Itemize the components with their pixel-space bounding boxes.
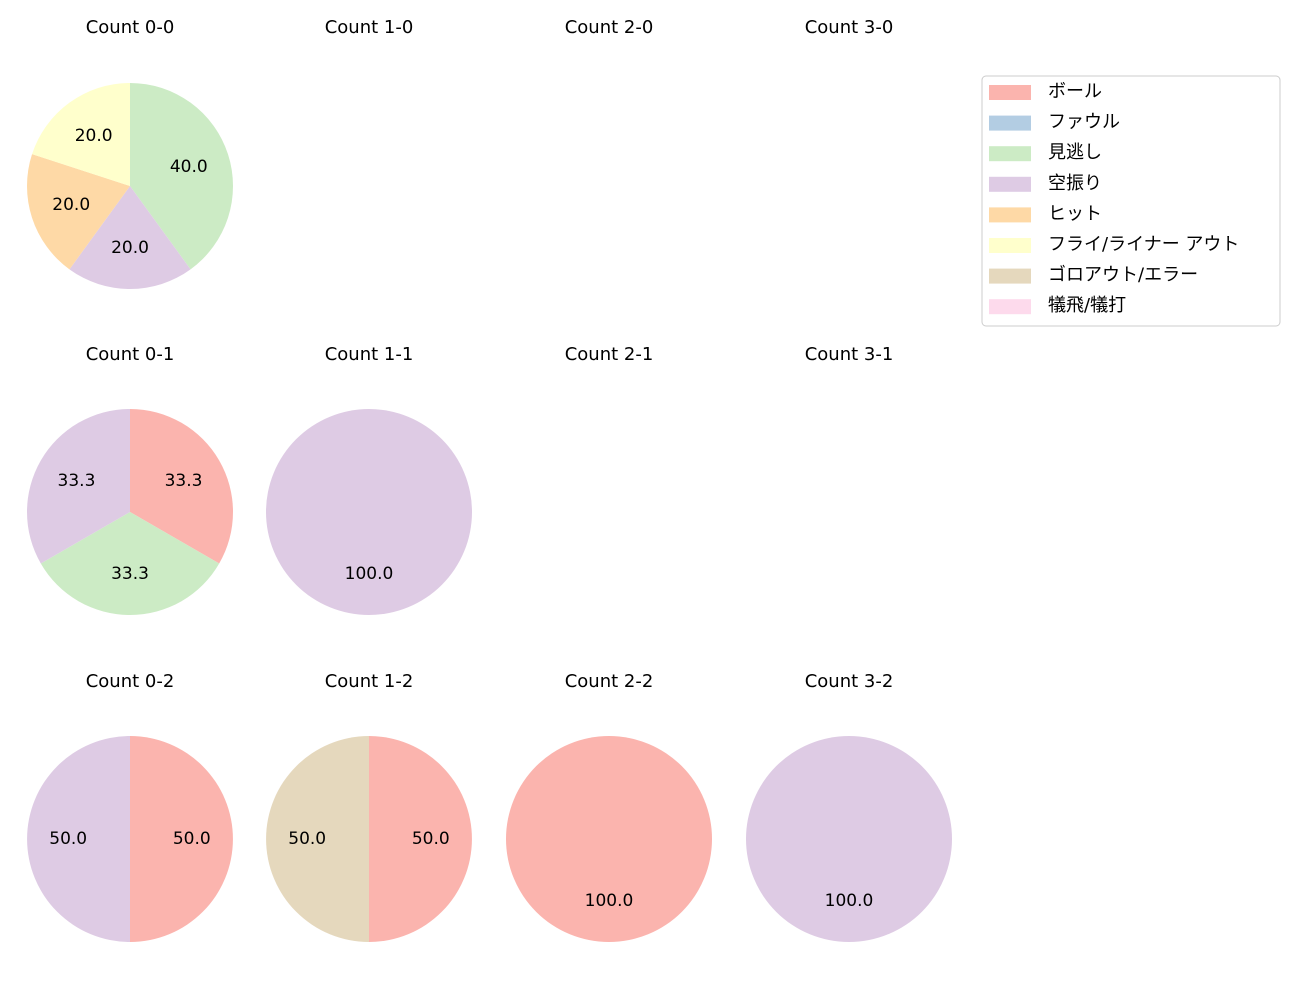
legend-swatch (989, 238, 1031, 253)
chart-title: Count 2-0 (565, 17, 654, 38)
pie-slice (369, 736, 472, 942)
pie-slice (32, 83, 130, 186)
pie-slice (26, 154, 131, 270)
legend-swatch (989, 268, 1031, 284)
legend-swatch (989, 299, 1031, 315)
pie-slice (40, 512, 220, 615)
slice-label: 33.3 (165, 471, 203, 491)
chart-title: Count 0-1 (86, 344, 175, 365)
chart-title: Count 2-1 (565, 344, 654, 365)
slice-label: 20.0 (111, 238, 149, 258)
pie-slice (27, 409, 130, 564)
slice-label: 100.0 (585, 891, 634, 911)
legend-label: フライ/ライナー アウト (1048, 234, 1239, 255)
legend-label: 犠飛/犠打 (1048, 295, 1126, 316)
pie-slice (506, 736, 712, 942)
chart-title: Count 0-2 (86, 671, 175, 692)
pie-slice (130, 736, 233, 942)
slice-label: 100.0 (825, 891, 874, 911)
pie-slice (130, 83, 233, 270)
legend-label: 見逃し (1048, 142, 1102, 163)
legend-label: ファウル (1048, 112, 1120, 133)
chart-title: Count 3-0 (805, 17, 894, 38)
slice-label: 100.0 (345, 564, 394, 584)
legend-label: ボール (1048, 81, 1102, 102)
pie-slice (27, 736, 130, 942)
chart-title: Count 0-0 (86, 17, 175, 38)
pie-slice (746, 736, 952, 942)
legend-swatch (989, 146, 1031, 162)
slice-label: 50.0 (49, 829, 87, 849)
slice-label: 33.3 (111, 564, 149, 584)
chart-title: Count 2-2 (565, 671, 654, 692)
legend-swatch (989, 207, 1031, 223)
pie-slice (69, 186, 191, 289)
legend-box (981, 75, 1281, 327)
chart-title: Count 1-2 (325, 671, 414, 692)
slice-label: 50.0 (288, 829, 326, 849)
chart-title: Count 1-1 (325, 344, 414, 365)
legend-label: ヒット (1048, 203, 1102, 224)
pie-slice (266, 736, 369, 942)
slice-label: 20.0 (52, 195, 90, 215)
slice-label: 20.0 (75, 126, 113, 146)
slice-label: 40.0 (170, 157, 208, 177)
slice-label: 33.3 (58, 471, 96, 491)
pie-slice (130, 409, 233, 564)
slice-label: 50.0 (173, 829, 211, 849)
pie-slice (266, 409, 472, 615)
chart-title: Count 1-0 (325, 17, 414, 38)
legend-label: ゴロアウト/エラー (1048, 265, 1198, 286)
chart-title: Count 3-2 (805, 671, 894, 692)
chart-title: Count 3-1 (805, 344, 894, 365)
legend-label: 空振り (1048, 173, 1102, 194)
legend-swatch (989, 176, 1031, 192)
legend-swatch (989, 85, 1031, 100)
legend-swatch (989, 115, 1031, 131)
slice-label: 50.0 (412, 829, 450, 849)
